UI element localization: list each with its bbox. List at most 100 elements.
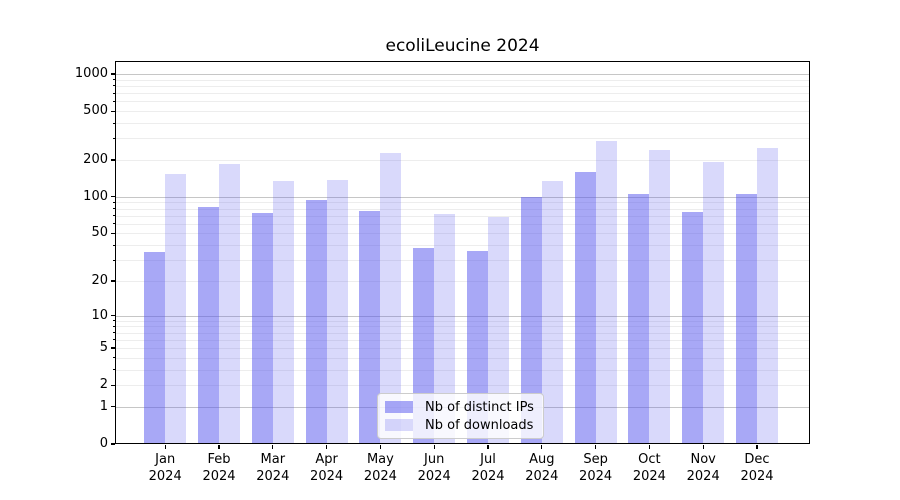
x-tick-year: 2024: [202, 469, 236, 484]
y-tick-label: 50: [91, 225, 108, 241]
minor-gridline: [115, 85, 810, 87]
minor-gridline: [115, 369, 810, 371]
y-tick-mark: [111, 280, 115, 282]
minor-gridline: [115, 332, 810, 334]
major-gridline: [115, 196, 810, 198]
legend-swatch-distinct-ips: [385, 401, 413, 413]
minor-gridline: [115, 339, 810, 341]
x-tick-year: 2024: [632, 469, 666, 484]
y-tick-mark: [111, 314, 115, 317]
legend-row-downloads: Nb of downloads: [385, 416, 535, 434]
bar-downloads: [272, 180, 294, 444]
minor-gridline: [115, 160, 810, 161]
y-tick-label: 20: [91, 272, 108, 288]
y-tick-label: 1: [99, 398, 108, 414]
y-tick-mark: [111, 73, 115, 75]
minor-gridline: [115, 260, 810, 262]
major-gridline: [115, 74, 810, 76]
x-tick-month: Dec: [744, 452, 770, 467]
bar-downloads: [595, 140, 617, 444]
y-minor-tick-mark: [112, 325, 115, 327]
x-tick-label: Feb 2024: [184, 451, 254, 485]
minor-gridline: [115, 245, 810, 247]
y-tick-mark: [111, 443, 115, 445]
x-tick-mark: [379, 445, 381, 449]
minor-gridline: [115, 93, 810, 95]
bar-distinct-ips: [682, 212, 704, 444]
bar-downloads: [434, 213, 456, 444]
minor-gridline: [115, 385, 810, 387]
y-minor-tick-mark: [112, 92, 115, 94]
y-minor-tick-mark: [112, 79, 115, 81]
y-minor-tick-mark: [112, 320, 115, 322]
minor-gridline: [115, 233, 810, 235]
y-tick-label: 200: [83, 152, 108, 167]
bar-distinct-ips: [359, 210, 381, 444]
bar-distinct-ips: [251, 212, 273, 444]
y-tick-label: 500: [83, 103, 108, 119]
y-minor-tick-mark: [112, 369, 115, 371]
bar-distinct-ips: [574, 171, 596, 444]
x-tick-mark: [218, 445, 220, 449]
plot-area: [115, 61, 810, 444]
minor-gridline: [115, 123, 810, 125]
bar-downloads: [757, 147, 778, 444]
y-tick-mark: [111, 232, 115, 235]
x-tick-year: 2024: [363, 469, 397, 484]
y-tick-mark: [111, 384, 115, 386]
y-minor-tick-mark: [112, 122, 115, 124]
bar-downloads: [326, 179, 348, 444]
x-tick-month: Jan: [155, 452, 176, 467]
legend-row-distinct-ips: Nb of distinct IPs: [385, 398, 535, 416]
x-tick-label: Jul 2024: [453, 451, 523, 485]
x-tick-month: Mar: [260, 452, 286, 467]
y-minor-tick-mark: [112, 100, 115, 102]
legend-swatch-downloads: [385, 419, 413, 431]
x-tick-label: Aug 2024: [507, 451, 577, 485]
y-minor-tick-mark: [112, 259, 115, 261]
y-minor-tick-mark: [112, 85, 115, 87]
x-tick-year: 2024: [310, 469, 344, 484]
y-minor-tick-mark: [112, 339, 115, 341]
x-tick-year: 2024: [256, 469, 290, 484]
minor-gridline: [115, 208, 810, 210]
y-tick-label: 5: [99, 340, 108, 356]
x-tick-label: Oct 2024: [614, 451, 684, 485]
bar-distinct-ips: [628, 194, 650, 444]
bar-distinct-ips: [144, 252, 166, 444]
y-minor-tick-mark: [112, 223, 115, 225]
y-minor-tick-mark: [112, 332, 115, 334]
y-tick-mark: [111, 196, 115, 198]
x-tick-month: Apr: [315, 452, 338, 467]
minor-gridline: [115, 138, 810, 140]
minor-gridline: [115, 280, 810, 282]
y-tick-mark: [111, 159, 115, 161]
bar-downloads: [488, 217, 509, 444]
x-tick-year: 2024: [579, 469, 613, 484]
bar-downloads: [380, 152, 402, 444]
x-tick-month: Aug: [529, 452, 555, 467]
x-tick-mark: [702, 445, 704, 449]
minor-gridline: [115, 320, 810, 322]
minor-gridline: [115, 202, 810, 204]
y-minor-tick-mark: [112, 244, 115, 246]
minor-gridline: [115, 348, 810, 350]
x-tick-mark: [326, 445, 328, 449]
y-tick-mark: [111, 110, 115, 112]
x-tick-mark: [272, 445, 274, 449]
x-tick-year: 2024: [525, 469, 559, 484]
x-tick-mark: [164, 445, 166, 449]
x-tick-mark: [487, 445, 489, 449]
x-tick-label: Apr 2024: [292, 451, 362, 485]
x-tick-month: Jun: [424, 452, 445, 467]
bar-distinct-ips: [736, 193, 757, 444]
x-tick-label: May 2024: [345, 451, 415, 485]
bar-downloads: [649, 150, 671, 444]
minor-gridline: [115, 357, 810, 359]
minor-gridline: [115, 326, 810, 328]
bar-distinct-ips: [305, 199, 327, 444]
x-tick-mark: [756, 445, 758, 449]
legend: Nb of distinct IPs Nb of downloads: [377, 393, 544, 439]
bar-distinct-ips: [520, 196, 542, 444]
